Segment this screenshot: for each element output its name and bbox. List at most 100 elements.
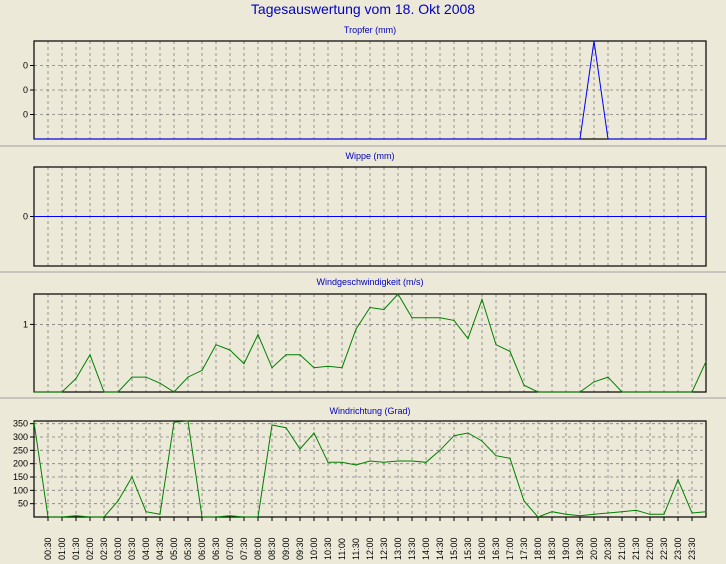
data-point <box>327 365 329 367</box>
data-point <box>691 512 693 514</box>
data-point <box>523 138 525 140</box>
x-tick-label: 06:00 <box>197 537 207 560</box>
data-point <box>187 420 189 422</box>
data-point <box>271 424 273 426</box>
data-point <box>313 367 315 369</box>
x-tick-label: 08:00 <box>253 537 263 560</box>
data-point <box>313 432 315 434</box>
data-point <box>131 476 133 478</box>
data-point <box>523 500 525 502</box>
x-tick-label: 14:00 <box>421 537 431 560</box>
x-tick-label: 23:30 <box>687 537 697 560</box>
data-point <box>47 391 49 393</box>
data-point <box>481 440 483 442</box>
x-tick-label: 03:30 <box>127 537 137 560</box>
data-point <box>677 391 679 393</box>
data-point <box>551 138 553 140</box>
data-point <box>621 391 623 393</box>
x-tick-label: 05:00 <box>169 537 179 560</box>
data-point <box>663 138 665 140</box>
data-point <box>299 138 301 140</box>
data-point <box>173 391 175 393</box>
data-point <box>579 391 581 393</box>
x-tick-label: 13:00 <box>393 537 403 560</box>
x-tick-label: 02:00 <box>85 537 95 560</box>
x-tick-label: 09:00 <box>281 537 291 560</box>
x-tick-label: 18:30 <box>547 537 557 560</box>
data-point <box>285 138 287 140</box>
x-tick-label: 23:00 <box>673 537 683 560</box>
x-tick-label: 07:30 <box>239 537 249 560</box>
data-point <box>621 511 623 513</box>
data-point <box>425 317 427 319</box>
data-point <box>313 138 315 140</box>
data-point <box>159 513 161 515</box>
data-point <box>61 391 63 393</box>
data-point <box>271 138 273 140</box>
x-tick-label: 21:00 <box>617 537 627 560</box>
data-point <box>103 391 105 393</box>
data-point <box>145 376 147 378</box>
page-title: Tagesauswertung vom 18. Okt 2008 <box>250 1 476 17</box>
x-tick-label: 04:00 <box>141 537 151 560</box>
data-point <box>75 515 77 517</box>
data-point <box>453 319 455 321</box>
x-tick-label: 15:00 <box>449 537 459 560</box>
x-tick-label: 22:00 <box>645 537 655 560</box>
data-point <box>495 455 497 457</box>
x-tick-label: 17:00 <box>505 537 515 560</box>
x-tick-label: 22:30 <box>659 537 669 560</box>
data-point <box>607 138 609 140</box>
data-point <box>215 138 217 140</box>
y-tick-label: 100 <box>13 485 28 495</box>
data-point <box>187 138 189 140</box>
data-point <box>383 308 385 311</box>
data-point <box>453 435 455 437</box>
y-tick-label: 0 <box>23 212 28 222</box>
x-tick-label: 11:00 <box>337 538 347 560</box>
data-point <box>341 367 343 369</box>
data-point <box>551 511 553 513</box>
data-point <box>411 138 413 140</box>
data-point <box>355 138 357 140</box>
data-point <box>411 317 413 319</box>
data-point <box>383 461 385 463</box>
data-point <box>439 449 441 451</box>
data-point <box>187 376 189 378</box>
data-point <box>649 138 651 140</box>
data-point <box>509 350 511 353</box>
data-point <box>593 40 595 42</box>
x-tick-label: 11:30 <box>351 538 361 560</box>
data-point <box>607 376 609 378</box>
x-tick-label: 19:00 <box>561 537 571 560</box>
x-tick-label: 12:00 <box>365 537 375 560</box>
data-point <box>635 138 637 140</box>
data-point <box>75 138 77 140</box>
data-point <box>145 138 147 140</box>
data-point <box>649 391 651 393</box>
data-point <box>89 354 91 356</box>
data-point <box>257 333 259 336</box>
data-point <box>201 369 203 371</box>
data-point <box>33 421 35 423</box>
data-point <box>201 138 203 140</box>
data-point <box>131 138 133 140</box>
data-point <box>159 138 161 140</box>
data-point <box>593 381 595 383</box>
x-tick-label: 03:00 <box>113 537 123 560</box>
x-tick-label: 01:30 <box>71 537 81 560</box>
data-point <box>117 138 119 140</box>
data-point <box>327 138 329 140</box>
y-tick-label: 200 <box>13 459 28 469</box>
data-point <box>397 138 399 140</box>
data-point <box>551 391 553 393</box>
y-tick-label: 350 <box>13 419 28 429</box>
x-tick-label: 05:30 <box>183 537 193 560</box>
data-point <box>495 344 497 346</box>
data-point <box>131 376 133 378</box>
data-point <box>369 306 371 309</box>
data-point <box>509 457 511 459</box>
x-tick-label: 16:00 <box>477 537 487 560</box>
x-tick-label: 14:30 <box>435 537 445 560</box>
